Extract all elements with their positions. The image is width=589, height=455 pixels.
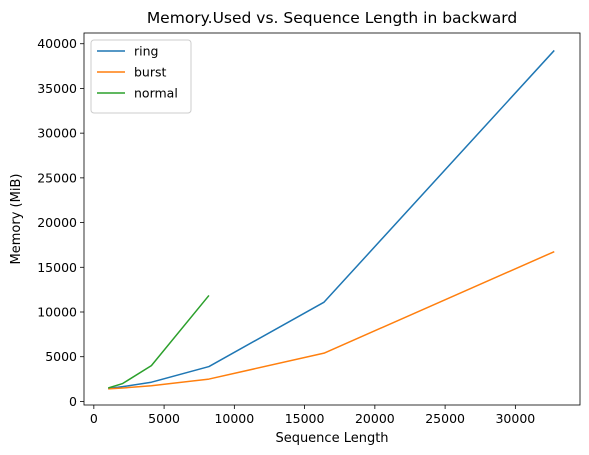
series-line-ring xyxy=(108,49,555,390)
y-tick-label: 40000 xyxy=(37,36,77,51)
legend-label-normal: normal xyxy=(134,86,178,101)
y-tick-label: 30000 xyxy=(37,126,77,141)
x-tick-label: 25000 xyxy=(425,411,465,426)
x-tick-label: 0 xyxy=(90,411,98,426)
legend-box xyxy=(90,39,192,114)
series-layer xyxy=(107,49,555,390)
y-tick-label: 15000 xyxy=(37,260,77,275)
y-tick-label: 5000 xyxy=(45,349,77,364)
x-tick-label: 30000 xyxy=(495,411,535,426)
y-tick-label: 35000 xyxy=(37,81,77,96)
x-tick-label: 10000 xyxy=(214,411,254,426)
y-tick-label: 0 xyxy=(69,394,77,409)
series-line-normal xyxy=(107,294,210,389)
plot-frame xyxy=(83,32,581,406)
chart-title: Memory.Used vs. Sequence Length in backw… xyxy=(147,9,517,27)
legend-label-ring: ring xyxy=(134,44,158,59)
legend-label-burst: burst xyxy=(134,65,167,80)
x-axis-label: Sequence Length xyxy=(275,431,388,446)
x-tick-label: 15000 xyxy=(285,411,325,426)
legend: ring burst normal xyxy=(90,39,192,114)
y-tick-label: 20000 xyxy=(37,215,77,230)
x-tick-label: 5000 xyxy=(148,411,180,426)
y-axis-label: Memory (MiB) xyxy=(9,174,24,265)
y-tick-label: 10000 xyxy=(37,305,77,320)
axes-layer: 0 5000 10000 15000 20000 25000 30000 0 5000 10000… xyxy=(37,36,535,426)
y-tick-label: 25000 xyxy=(37,170,77,185)
series-line-burst xyxy=(108,250,555,390)
x-tick-label: 20000 xyxy=(355,411,395,426)
